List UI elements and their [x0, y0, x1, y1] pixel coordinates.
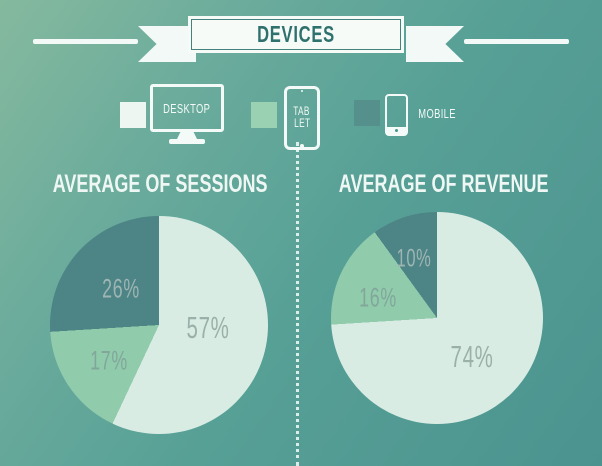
sessions-mobile-percent-label: 26%	[102, 273, 140, 304]
revenue-pie-chart	[331, 212, 543, 424]
sessions-pie-chart	[50, 216, 268, 434]
sessions-tablet-percent-label: 17%	[90, 345, 128, 376]
ribbon-tail-right	[406, 26, 464, 62]
dotted-divider-line	[296, 142, 299, 466]
ribbon-line-right	[464, 39, 569, 44]
banner-title: DEVICES	[257, 21, 335, 47]
mobile-phone-home-dot	[395, 129, 398, 132]
desktop-swatch	[120, 102, 146, 128]
tablet-swatch	[251, 102, 277, 128]
revenue-tablet-percent-label: 16%	[359, 282, 397, 313]
desktop-label: DESKTOP	[163, 100, 211, 116]
desktop-monitor-icon: DESKTOP	[150, 84, 224, 132]
ribbon-line-left	[33, 39, 138, 44]
desktop-monitor-stand-icon	[177, 130, 197, 139]
revenue-chart-title: AVERAGE OF REVENUE	[339, 170, 549, 198]
sessions-chart-title: AVERAGE OF SESSIONS	[52, 170, 268, 198]
tablet-icon: TAB LET	[284, 86, 320, 150]
mobile-phone-icon	[385, 94, 408, 136]
ribbon-banner: DEVICES	[188, 16, 404, 53]
tablet-label-line1: TAB	[293, 106, 311, 118]
sessions-desktop-percent-label: 57%	[186, 310, 230, 345]
desktop-monitor-base-icon	[169, 139, 205, 144]
mobile-swatch	[354, 100, 380, 126]
revenue-desktop-percent-label: 74%	[450, 339, 494, 374]
revenue-mobile-percent-label: 10%	[396, 244, 432, 273]
mobile-label: MOBILE	[418, 106, 456, 121]
tablet-label-line2: LET	[293, 118, 311, 130]
